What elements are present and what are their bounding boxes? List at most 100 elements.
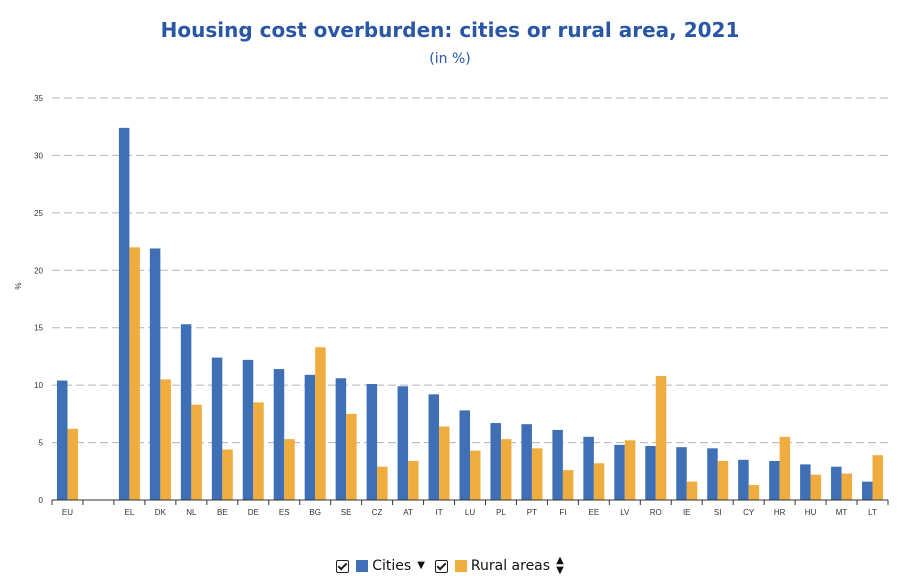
bar-cities[interactable] — [211, 357, 223, 500]
bar-rural-areas[interactable] — [160, 379, 171, 500]
bar-cities[interactable] — [521, 424, 532, 500]
x-tick-label: DK — [155, 508, 167, 517]
y-axis-label: % — [14, 282, 23, 289]
x-tick-label: EL — [125, 508, 135, 517]
bar-rural-areas[interactable] — [841, 473, 853, 500]
bar-rural-areas[interactable] — [408, 460, 419, 500]
bar-rural-areas[interactable] — [810, 474, 822, 500]
y-tick-label: 20 — [34, 266, 43, 275]
x-tick-label: AT — [403, 508, 413, 517]
x-tick-label: MT — [836, 508, 848, 517]
bar-rural-areas[interactable] — [872, 455, 884, 500]
bar-rural-areas[interactable] — [284, 439, 295, 500]
x-tick-label: NL — [186, 508, 197, 517]
x-tick-label: LT — [868, 508, 877, 517]
y-tick-label: 0 — [39, 496, 44, 505]
x-tick-label: IT — [435, 508, 442, 517]
bar-rural-areas[interactable] — [470, 450, 481, 500]
sort-up-down-icon[interactable]: ▲ ▼ — [556, 555, 564, 576]
bar-cities[interactable] — [56, 380, 68, 500]
bar-rural-areas[interactable] — [129, 247, 140, 500]
rural-areas-swatch — [454, 560, 467, 572]
bar-cities[interactable] — [335, 378, 347, 500]
y-tick-label: 25 — [34, 209, 43, 218]
bar-rural-areas[interactable] — [315, 347, 326, 500]
x-tick-label: HR — [774, 508, 786, 517]
bar-rural-areas[interactable] — [562, 470, 574, 500]
bar-cities[interactable] — [831, 466, 842, 500]
legend-item-cities[interactable]: Cities ▼ — [336, 558, 425, 574]
bar-cities[interactable] — [366, 383, 378, 500]
x-tick-label: BG — [309, 508, 321, 517]
bar-rural-areas[interactable] — [717, 460, 729, 500]
legend-label-rural-areas: Rural areas — [470, 558, 551, 574]
x-tick-label: HU — [805, 508, 817, 517]
bar-cities[interactable] — [242, 359, 254, 500]
x-tick-label: PT — [527, 508, 537, 517]
x-tick-label: PL — [496, 508, 506, 517]
caret-down-icon[interactable]: ▼ — [417, 560, 425, 571]
bar-rural-areas[interactable] — [500, 439, 512, 500]
legend: Cities ▼ Rural areas ▲ ▼ — [0, 556, 900, 576]
bar-cities[interactable] — [645, 446, 656, 500]
chart-subtitle: (in %) — [429, 51, 471, 67]
y-tick-label: 30 — [34, 151, 43, 160]
bar-cities[interactable] — [273, 369, 285, 500]
x-tick-label: SE — [341, 508, 352, 517]
bar-cities[interactable] — [707, 448, 718, 500]
bar-cities[interactable] — [676, 447, 687, 500]
bar-cities[interactable] — [862, 481, 873, 500]
y-tick-label: 35 — [34, 94, 43, 103]
bar-rural-areas[interactable] — [593, 463, 605, 500]
bar-cities[interactable] — [614, 444, 625, 500]
checkbox-icon[interactable] — [336, 559, 350, 573]
y-tick-label: 10 — [34, 381, 43, 390]
bar-rural-areas[interactable] — [779, 436, 791, 500]
x-tick-label: CY — [743, 508, 755, 517]
chart-title: Housing cost overburden: cities or rural… — [160, 18, 740, 42]
x-tick-label: CZ — [372, 508, 383, 517]
bar-cities[interactable] — [583, 436, 594, 500]
bar-rural-areas[interactable] — [439, 426, 450, 500]
x-tick-label: FI — [559, 508, 566, 517]
checkbox-icon[interactable] — [434, 559, 448, 573]
y-tick-label: 5 — [39, 439, 44, 448]
x-tick-label: DE — [248, 508, 259, 517]
x-tick-label: RO — [650, 508, 662, 517]
x-tick-label: EU — [62, 508, 73, 517]
legend-label-cities: Cities — [372, 558, 412, 574]
bar-rural-areas[interactable] — [686, 481, 698, 500]
bar-cities[interactable] — [490, 423, 501, 500]
bar-rural-areas[interactable] — [377, 466, 388, 500]
bar-cities[interactable] — [738, 459, 749, 500]
bar-rural-areas[interactable] — [346, 413, 357, 500]
bar-cities[interactable] — [428, 394, 440, 500]
x-tick-label: LV — [620, 508, 630, 517]
bar-cities[interactable] — [118, 127, 130, 500]
bar-cities[interactable] — [397, 386, 409, 500]
bar-cities[interactable] — [459, 410, 471, 500]
bar-cities[interactable] — [304, 374, 316, 500]
bar-rural-areas[interactable] — [191, 404, 202, 500]
bar-cities[interactable] — [149, 248, 161, 500]
bar-rural-areas[interactable] — [655, 375, 667, 500]
x-tick-label: SI — [714, 508, 722, 517]
x-tick-label: IE — [683, 508, 691, 517]
bar-rural-areas[interactable] — [748, 485, 760, 500]
x-tick-label: BE — [217, 508, 228, 517]
x-tick-label: EE — [589, 508, 600, 517]
bar-cities[interactable] — [180, 324, 192, 500]
bar-cities[interactable] — [552, 429, 563, 500]
bar-rural-areas[interactable] — [253, 402, 264, 500]
legend-item-rural-areas[interactable]: Rural areas ▲ ▼ — [434, 555, 564, 576]
x-tick-label: LU — [465, 508, 475, 517]
x-tick-label: ES — [279, 508, 290, 517]
bar-rural-areas[interactable] — [222, 449, 233, 500]
bar-cities[interactable] — [769, 460, 780, 500]
bar-rural-areas[interactable] — [67, 428, 78, 500]
bar-rural-areas[interactable] — [531, 448, 543, 500]
bar-chart: 0 5 10 15 20 25 30 35% EU EL DK NL BE DE ES BG SE CZ AT IT L… — [14, 94, 889, 517]
bar-rural-areas[interactable] — [624, 440, 636, 500]
bar-cities[interactable] — [800, 464, 811, 500]
cities-swatch — [356, 560, 369, 572]
